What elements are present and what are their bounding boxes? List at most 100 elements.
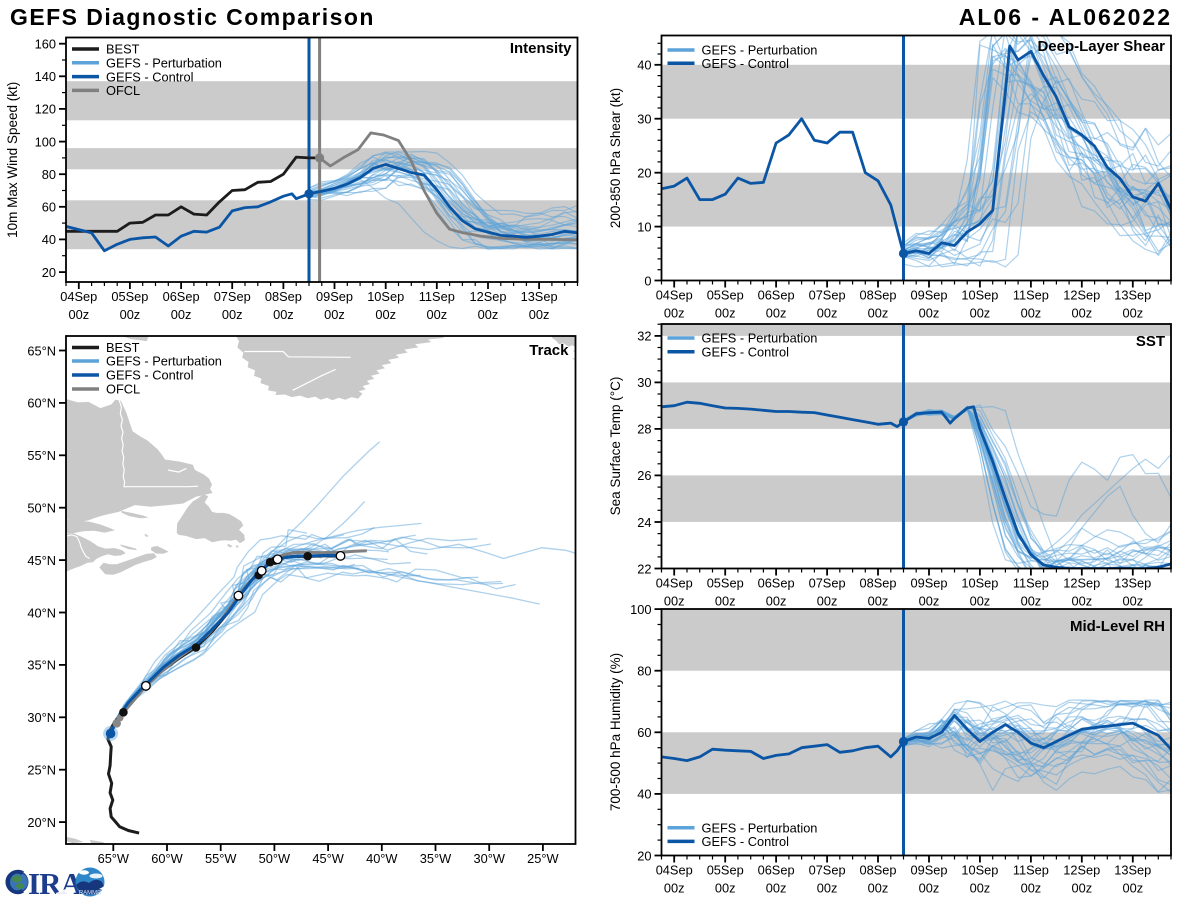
- svg-text:05Sep: 05Sep: [707, 288, 744, 303]
- svg-text:00z: 00z: [868, 306, 889, 321]
- svg-text:GEFS - Perturbation: GEFS - Perturbation: [702, 331, 818, 346]
- svg-text:09Sep: 09Sep: [910, 576, 947, 591]
- svg-text:GEFS - Perturbation: GEFS - Perturbation: [106, 56, 222, 71]
- svg-text:00z: 00z: [919, 881, 940, 896]
- svg-text:13Sep: 13Sep: [1114, 288, 1151, 303]
- svg-text:32: 32: [637, 329, 651, 344]
- svg-text:00z: 00z: [1071, 881, 1092, 896]
- svg-text:04Sep: 04Sep: [60, 289, 97, 304]
- svg-text:GEFS - Control: GEFS - Control: [106, 368, 193, 383]
- svg-text:140: 140: [35, 69, 56, 84]
- svg-text:08Sep: 08Sep: [265, 289, 302, 304]
- svg-text:Intensity: Intensity: [510, 40, 572, 57]
- svg-text:05Sep: 05Sep: [707, 576, 744, 591]
- svg-text:06Sep: 06Sep: [758, 288, 795, 303]
- svg-text:00z: 00z: [868, 881, 889, 896]
- svg-text:30: 30: [637, 112, 651, 127]
- svg-text:28: 28: [637, 422, 651, 437]
- svg-text:22: 22: [637, 561, 651, 576]
- svg-text:12Sep: 12Sep: [1063, 288, 1100, 303]
- svg-text:55°N: 55°N: [27, 448, 56, 463]
- svg-text:10Sep: 10Sep: [961, 576, 998, 591]
- svg-text:100: 100: [35, 134, 56, 149]
- svg-text:OFCL: OFCL: [106, 382, 140, 397]
- svg-text:GEFS - Perturbation: GEFS - Perturbation: [702, 821, 818, 836]
- svg-text:11Sep: 11Sep: [1013, 576, 1049, 591]
- svg-text:00z: 00z: [766, 306, 787, 321]
- svg-text:200-850 hPa Shear (kt): 200-850 hPa Shear (kt): [608, 88, 623, 228]
- svg-text:00z: 00z: [222, 307, 243, 322]
- svg-text:GEFS Diagnostic Comparison: GEFS Diagnostic Comparison: [10, 4, 375, 30]
- svg-text:30°N: 30°N: [27, 710, 56, 725]
- svg-text:40°N: 40°N: [27, 605, 56, 620]
- svg-text:05Sep: 05Sep: [111, 289, 148, 304]
- svg-text:35°N: 35°N: [27, 658, 56, 673]
- svg-text:GEFS - Perturbation: GEFS - Perturbation: [702, 43, 818, 58]
- svg-text:0: 0: [644, 273, 651, 288]
- svg-text:120: 120: [35, 102, 56, 117]
- svg-text:04Sep: 04Sep: [656, 863, 693, 878]
- svg-text:00z: 00z: [970, 881, 991, 896]
- svg-text:11Sep: 11Sep: [419, 289, 455, 304]
- svg-text:07Sep: 07Sep: [214, 289, 251, 304]
- svg-text:100: 100: [630, 602, 651, 617]
- svg-text:GEFS - Control: GEFS - Control: [106, 69, 193, 84]
- svg-text:07Sep: 07Sep: [809, 863, 846, 878]
- svg-text:BEST: BEST: [106, 42, 140, 57]
- svg-text:09Sep: 09Sep: [910, 863, 947, 878]
- svg-text:12Sep: 12Sep: [1063, 863, 1100, 878]
- svg-text:12Sep: 12Sep: [469, 289, 506, 304]
- svg-text:00z: 00z: [273, 307, 294, 322]
- svg-text:00z: 00z: [1122, 594, 1143, 609]
- svg-text:00z: 00z: [766, 594, 787, 609]
- svg-text:50°N: 50°N: [27, 501, 56, 516]
- svg-text:00z: 00z: [1122, 306, 1143, 321]
- svg-text:10m Max Wind Speed (kt): 10m Max Wind Speed (kt): [5, 82, 20, 238]
- svg-text:700-500 hPa Humidity (%): 700-500 hPa Humidity (%): [608, 653, 623, 811]
- svg-text:00z: 00z: [324, 307, 345, 322]
- svg-text:00z: 00z: [817, 594, 838, 609]
- svg-text:160: 160: [35, 37, 56, 52]
- svg-text:00z: 00z: [120, 307, 141, 322]
- svg-text:00z: 00z: [664, 594, 685, 609]
- svg-text:00z: 00z: [970, 306, 991, 321]
- svg-text:60: 60: [42, 200, 56, 215]
- svg-text:00z: 00z: [1021, 881, 1042, 896]
- svg-text:50°W: 50°W: [259, 851, 291, 866]
- svg-text:11Sep: 11Sep: [1013, 863, 1049, 878]
- svg-text:00z: 00z: [68, 307, 89, 322]
- svg-text:AL06 - AL062022: AL06 - AL062022: [959, 4, 1172, 30]
- svg-text:GEFS - Perturbation: GEFS - Perturbation: [106, 354, 222, 369]
- svg-text:00z: 00z: [1071, 306, 1092, 321]
- svg-text:08Sep: 08Sep: [859, 576, 896, 591]
- svg-text:GEFS - Control: GEFS - Control: [702, 345, 789, 360]
- svg-text:80: 80: [42, 167, 56, 182]
- svg-text:00z: 00z: [766, 881, 787, 896]
- svg-text:25°W: 25°W: [527, 851, 559, 866]
- svg-text:00z: 00z: [664, 881, 685, 896]
- svg-text:40: 40: [637, 58, 651, 73]
- svg-text:20°N: 20°N: [27, 815, 56, 830]
- svg-text:Mid-Level RH: Mid-Level RH: [1070, 618, 1165, 635]
- svg-text:04Sep: 04Sep: [656, 576, 693, 591]
- svg-text:35°W: 35°W: [420, 851, 452, 866]
- svg-text:60°N: 60°N: [27, 396, 56, 411]
- svg-text:45°N: 45°N: [27, 553, 56, 568]
- svg-text:06Sep: 06Sep: [163, 289, 200, 304]
- svg-text:20: 20: [637, 166, 651, 181]
- svg-text:07Sep: 07Sep: [809, 288, 846, 303]
- svg-text:13Sep: 13Sep: [1114, 576, 1151, 591]
- svg-text:00z: 00z: [375, 307, 396, 322]
- svg-text:00z: 00z: [1071, 594, 1092, 609]
- svg-text:10Sep: 10Sep: [367, 289, 404, 304]
- svg-text:00z: 00z: [1021, 594, 1042, 609]
- svg-text:00z: 00z: [426, 307, 447, 322]
- svg-text:00z: 00z: [715, 306, 736, 321]
- svg-text:80: 80: [637, 664, 651, 679]
- svg-text:65°N: 65°N: [27, 343, 56, 358]
- svg-text:00z: 00z: [919, 306, 940, 321]
- svg-text:11Sep: 11Sep: [1013, 288, 1049, 303]
- svg-text:26: 26: [637, 468, 651, 483]
- svg-text:05Sep: 05Sep: [707, 863, 744, 878]
- svg-text:04Sep: 04Sep: [656, 288, 693, 303]
